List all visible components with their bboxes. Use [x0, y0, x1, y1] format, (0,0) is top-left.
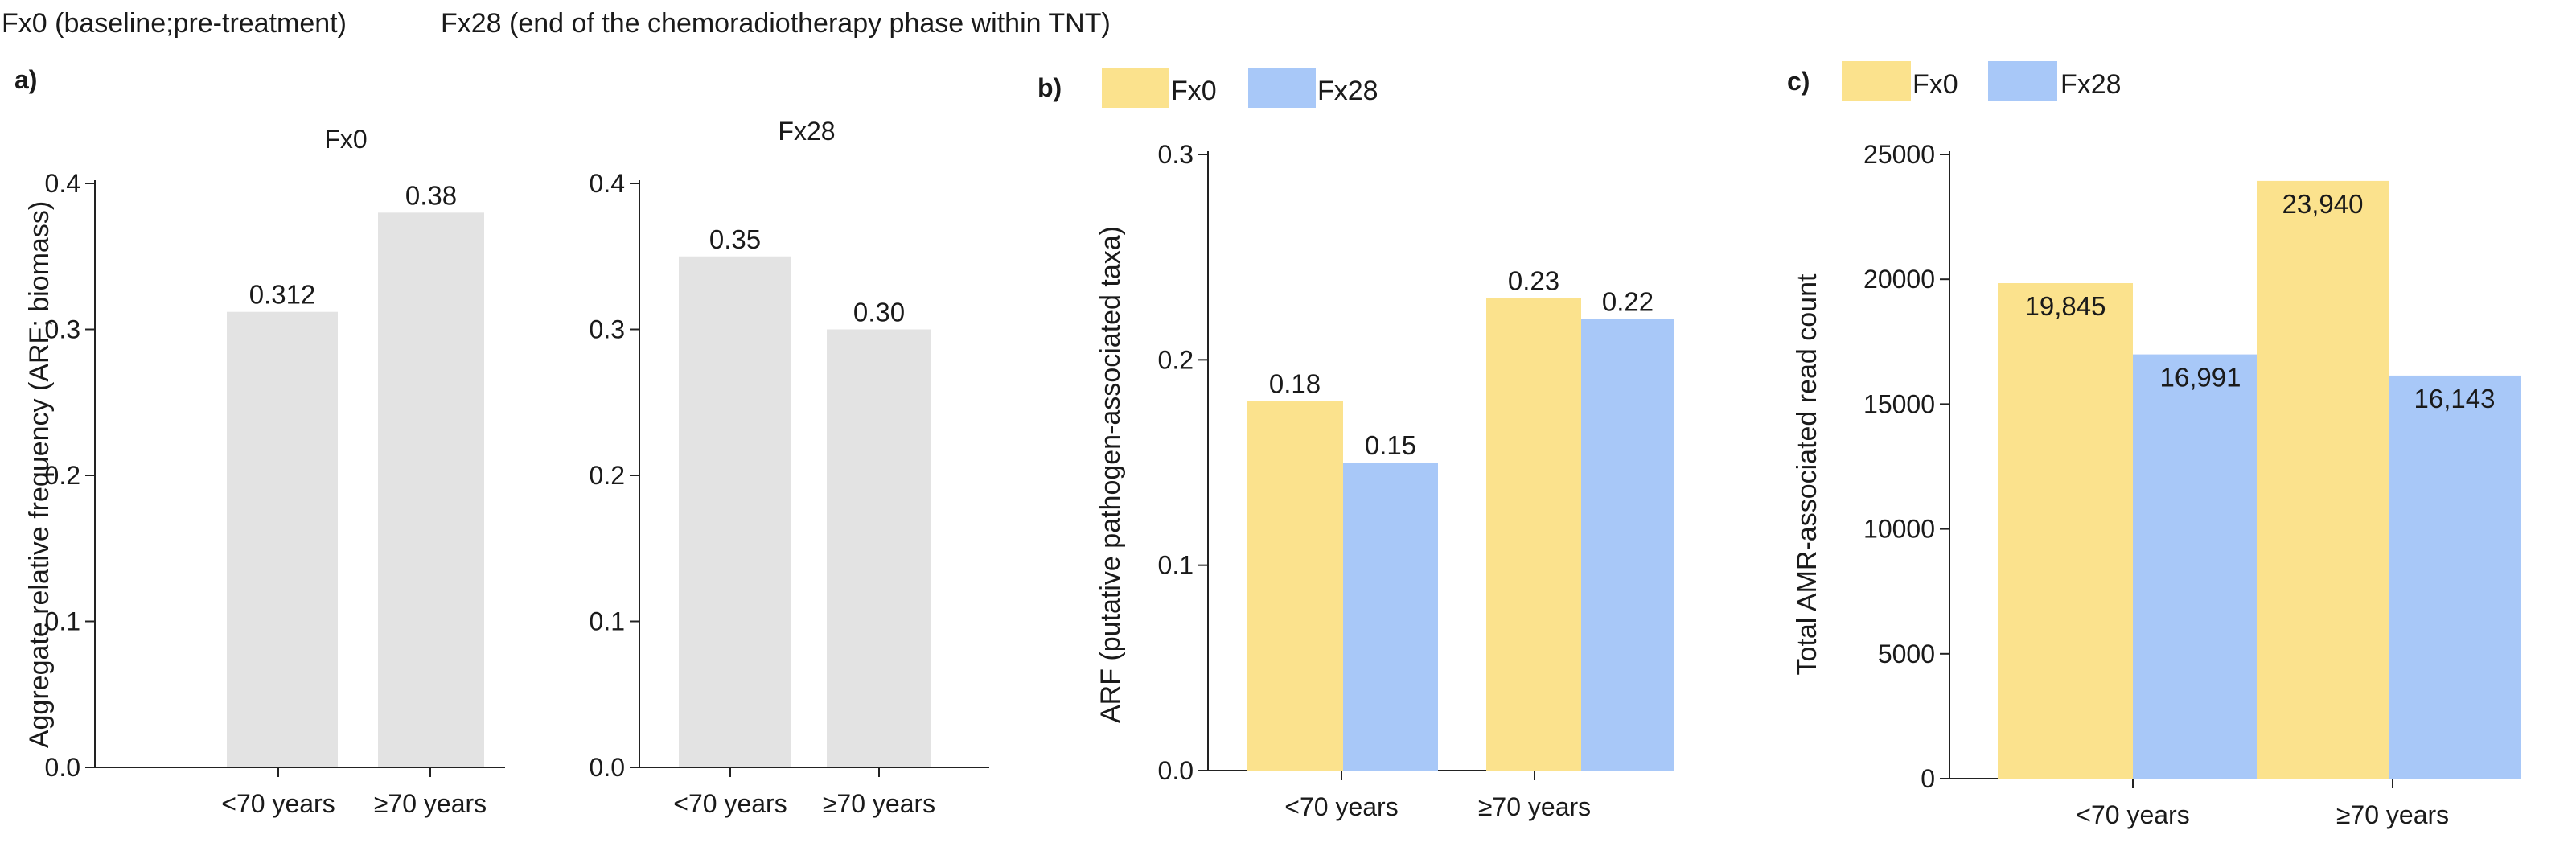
panel-a-fx0-chart: 0.0 0.1 0.2 0.3 0.4 <70 years ≥70 years 0.312 0.…: [24, 125, 505, 818]
y-tick-label: 10000: [1863, 515, 1935, 544]
y-tick-label: 0.1: [45, 607, 80, 636]
y-tick-label: 0.0: [1158, 756, 1194, 785]
bar: [1998, 283, 2133, 779]
y-tick-label: 5000: [1878, 639, 1935, 668]
bar: [2389, 375, 2521, 779]
chart-title: Fx0: [324, 125, 367, 154]
bar-value-label: 0.15: [1365, 430, 1416, 460]
panel-a-letter: a): [14, 65, 37, 94]
x-tick-label: ≥70 years: [374, 789, 487, 818]
bar-value-label: 23,940: [2282, 189, 2364, 219]
caption-fx28: Fx28 (end of the chemoradiotherapy phase…: [441, 8, 1111, 39]
bar-value-label: 16,991: [2160, 363, 2241, 393]
bar: [2257, 180, 2389, 779]
y-tick-label: 0.3: [1158, 140, 1194, 169]
y-tick-label: 25000: [1863, 140, 1935, 169]
panel-b-chart: 0.0 0.1 0.2 0.3 <70 years ≥70 years 0.18 0.15 0.…: [1095, 68, 1674, 821]
bar-value-label: 0.18: [1269, 368, 1321, 398]
bar-value-label: 0.35: [709, 224, 761, 254]
y-tick-label: 0.4: [45, 169, 80, 198]
bar: [2133, 354, 2268, 779]
y-tick-label: 0.2: [1158, 345, 1194, 374]
y-tick-label: 0.4: [590, 169, 625, 198]
legend-label: Fx0: [1912, 69, 1958, 100]
bar-value-label: 0.312: [249, 280, 316, 310]
bar-value-label: 19,845: [2025, 291, 2106, 321]
legend-label: Fx28: [2060, 69, 2122, 100]
x-tick-label: <70 years: [221, 789, 335, 818]
x-tick-label: ≥70 years: [823, 789, 935, 818]
y-axis-title: ARF (putative pathogen-associated taxa): [1095, 226, 1126, 723]
y-tick-label: 0.1: [1158, 551, 1194, 580]
panel-b-letter: b): [1037, 73, 1062, 102]
bar: [1343, 463, 1438, 771]
x-tick-label: <70 years: [673, 789, 787, 818]
bar-value-label: 0.22: [1602, 286, 1654, 316]
y-tick-label: 15000: [1863, 389, 1935, 418]
legend-swatch: [1102, 68, 1169, 108]
chart-title: Fx28: [778, 117, 835, 146]
bar: [827, 329, 931, 767]
bar: [1247, 401, 1343, 771]
bar-value-label: 0.30: [853, 298, 905, 327]
panel-a-fx28-chart: 0.0 0.1 0.2 0.3 0.4 <70 years ≥70 years 0.35 0.3…: [590, 117, 989, 818]
y-tick-label: 0.1: [590, 607, 625, 636]
x-tick-label: <70 years: [2076, 800, 2189, 829]
legend-swatch: [1988, 61, 2057, 101]
bar-value-label: 0.23: [1508, 266, 1559, 296]
bar: [227, 311, 338, 768]
y-tick-label: 0.0: [590, 753, 625, 782]
panel-c-chart: 0 5000 10000 15000 20000 25000 <70 years ≥70 ye…: [1792, 61, 2521, 829]
bar: [378, 212, 484, 767]
y-tick-label: 0.2: [45, 461, 80, 490]
y-axis-title: Total AMR-associated read count: [1792, 273, 1822, 675]
y-tick-label: 20000: [1863, 265, 1935, 294]
panel-c-letter: c): [1787, 67, 1810, 96]
bar: [1581, 319, 1674, 771]
y-tick-label: 0.2: [590, 461, 625, 490]
bar-value-label: 16,143: [2414, 384, 2496, 413]
bar: [1486, 298, 1581, 771]
legend-label: Fx28: [1317, 76, 1378, 106]
bar-value-label: 0.38: [405, 180, 457, 210]
legend-label: Fx0: [1171, 76, 1217, 106]
y-tick-label: 0: [1921, 764, 1935, 793]
bar: [679, 256, 791, 767]
legend-swatch: [1248, 68, 1316, 108]
legend-swatch: [1842, 61, 1911, 101]
y-tick-label: 0.3: [45, 315, 80, 344]
caption-fx0: Fx0 (baseline;pre-treatment): [2, 8, 347, 39]
y-axis-title: Aggregate relative frequency (ARF; bioma…: [24, 201, 55, 748]
y-tick-label: 0.3: [590, 315, 625, 344]
y-tick-label: 0.0: [45, 753, 80, 782]
x-tick-label: ≥70 years: [1478, 792, 1591, 821]
x-tick-label: ≥70 years: [2336, 800, 2449, 829]
x-tick-label: <70 years: [1284, 792, 1398, 821]
